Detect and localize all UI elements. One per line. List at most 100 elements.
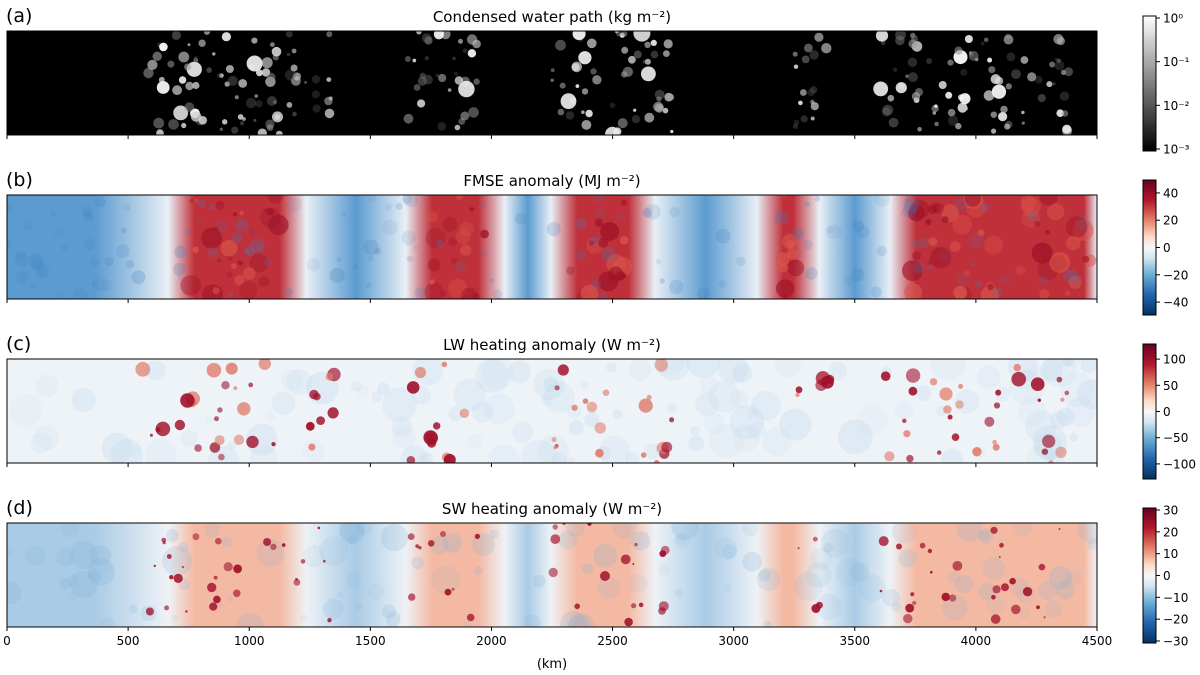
fmse-dry-cell (23, 220, 34, 231)
dry-haze (145, 438, 177, 463)
cloud-cell (633, 31, 651, 42)
heating-cell (153, 564, 156, 568)
cloud-cell (234, 95, 239, 100)
cloud-cell (968, 51, 979, 61)
dry-haze (533, 368, 565, 400)
fmse-cell (239, 281, 258, 299)
heating-cell (905, 368, 921, 383)
cloud-cell (1004, 123, 1011, 130)
fmse-dry-cell (16, 271, 30, 285)
fmse-cell (775, 252, 790, 266)
fmse-dry-cell (736, 256, 746, 266)
dry-haze (1062, 359, 1074, 367)
cloud-cell (656, 96, 662, 102)
dry-haze (448, 406, 464, 421)
heating-cell (466, 613, 475, 622)
cloud-cell (245, 97, 257, 109)
dry-haze (584, 412, 600, 428)
colorbar-tick-label: −20 (1163, 613, 1188, 627)
fmse-dry-cell (492, 289, 503, 299)
colorbar-tick-label: −50 (1163, 431, 1188, 445)
heating-cell (327, 618, 332, 623)
fmse-cell (787, 259, 805, 277)
fmse-dry-cell (913, 262, 925, 274)
cloud-cell (998, 112, 1008, 122)
cloud-cell (934, 121, 939, 127)
dry-haze (7, 546, 14, 556)
colorbar-tick-label: 10 (1163, 547, 1178, 561)
fmse-dry-cell (249, 228, 255, 234)
fmse-dry-cell (1011, 277, 1016, 282)
fmse-dry-cell (575, 250, 587, 261)
dry-haze (87, 557, 116, 586)
dry-haze (322, 598, 344, 620)
dry-haze (347, 534, 356, 544)
dry-haze (667, 403, 677, 413)
fmse-dry-cell (802, 239, 813, 250)
heating-cell (206, 362, 222, 378)
dry-haze (722, 544, 737, 560)
heating-cell (943, 405, 952, 414)
dry-haze (162, 546, 193, 576)
heating-cell (654, 359, 668, 372)
fmse-cell (242, 267, 256, 280)
dry-haze (837, 419, 873, 455)
dry-haze (779, 408, 812, 441)
cloud-cell (581, 120, 592, 130)
cloud-cell (575, 84, 580, 88)
dry-haze (1059, 359, 1074, 367)
fmse-dry-cell (1071, 276, 1082, 287)
heating-cell (587, 523, 592, 526)
cloud-cell (908, 39, 918, 49)
fmse-cell (600, 222, 619, 241)
cloud-cell (203, 31, 211, 35)
fmse-dry-cell (53, 291, 67, 299)
dry-haze (103, 563, 113, 574)
fmse-dry-cell (645, 203, 661, 220)
panel-c: (c) LW heating anomaly (W m⁻²) −100 −50 0 5… (6, 333, 1196, 480)
dry-haze (747, 421, 767, 440)
fmse-dry-cell (953, 197, 968, 211)
dry-haze (658, 563, 671, 577)
heating-cell (300, 559, 306, 564)
heating-cell (1055, 446, 1067, 458)
cloud-cell (312, 104, 321, 113)
heating-cell (1011, 604, 1021, 615)
dry-haze (714, 537, 738, 560)
fmse-dry-cell (184, 229, 191, 235)
fmse-cell (202, 284, 223, 299)
fmse-dry-cell (489, 278, 495, 284)
heating-cell (169, 575, 174, 580)
fmse-cell (234, 275, 245, 286)
dry-haze (56, 548, 75, 567)
heating-cell (221, 381, 230, 390)
heating-cell (174, 419, 186, 431)
fmse-cell (927, 260, 933, 266)
fmse-cell (230, 263, 237, 270)
heating-cell (624, 617, 633, 627)
heating-cell (554, 385, 560, 391)
heating-cell (313, 392, 321, 401)
fmse-dry-cell (374, 248, 381, 255)
dry-haze (856, 403, 888, 436)
fmse-dry-cell (28, 253, 44, 269)
cloud-cell (810, 86, 818, 94)
fmse-dry-cell (826, 224, 842, 240)
cloud-cell (798, 100, 803, 106)
cloud-cell (881, 40, 886, 46)
fmse-dry-cell (255, 245, 264, 253)
heating-cell (941, 592, 950, 602)
heating-cell (217, 407, 223, 413)
cloud-cell (454, 124, 461, 131)
heating-cell (660, 545, 670, 555)
dry-haze (392, 424, 417, 449)
fmse-cell (460, 244, 472, 256)
dry-haze (956, 523, 983, 543)
fmse-cell (1047, 203, 1065, 221)
panel-d-frame (6, 522, 1098, 628)
cloud-cell (1052, 82, 1056, 86)
dry-haze (1069, 432, 1079, 442)
heating-cell (586, 401, 598, 413)
dry-haze (178, 578, 190, 591)
heating-cell (571, 404, 578, 411)
